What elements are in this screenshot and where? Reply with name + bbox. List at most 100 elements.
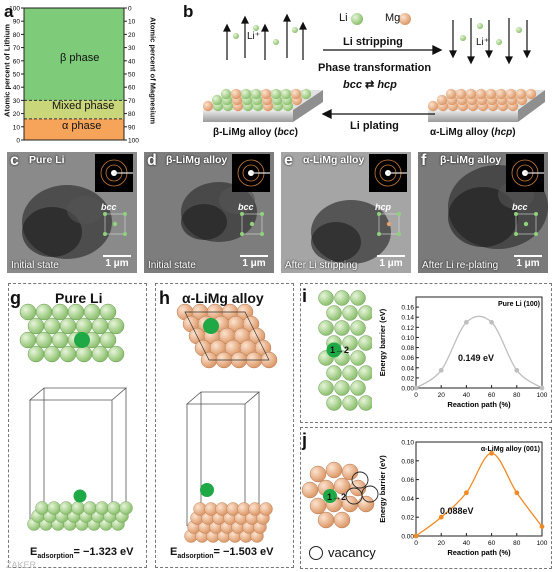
li-atom: [358, 365, 372, 381]
beta-phase-region: [24, 8, 124, 101]
li-atom: [358, 395, 372, 411]
cell-atom: [514, 232, 518, 236]
cell-atom: [103, 212, 107, 216]
li-atom: [350, 350, 366, 366]
x-tick-label: 20: [438, 540, 446, 547]
data-point: [539, 524, 545, 529]
li-atom: [75, 317, 93, 335]
cell-atom: [103, 232, 107, 236]
unit-cell: [378, 213, 400, 235]
legend-mg-atom: [399, 13, 411, 25]
cell-atom: [123, 232, 127, 236]
li-atom: [59, 317, 77, 335]
legend-label: α-LiMg alloy (001): [481, 446, 540, 453]
unit-cell: [515, 213, 537, 235]
h-adsorption-energy: Eadsorption= −1.503 eV: [170, 546, 273, 560]
li-atom: [358, 335, 372, 351]
right-slab-side: [518, 90, 545, 122]
right-tick-label: 50: [128, 72, 136, 79]
y-tick-label: 0.02: [401, 375, 414, 382]
free-li-atom: [477, 23, 483, 29]
adsorbed-li-atom: [203, 318, 219, 334]
panel-label-b: b: [183, 2, 194, 21]
free-li-atom: [292, 27, 298, 33]
adsorbed-li-atom: [200, 483, 214, 497]
panel-j-frame: [300, 427, 552, 569]
y-tick-label: 0.00: [401, 386, 414, 393]
mg-atom: [505, 88, 517, 100]
right-tick-label: 10: [128, 19, 136, 26]
li-slab-atom: [35, 501, 49, 515]
y-tick-label: 0.02: [401, 515, 414, 522]
axis-label-lithium: Atomic percent of Lithium: [2, 24, 12, 117]
x-tick-label: 100: [537, 392, 548, 399]
mg-atom: [260, 88, 272, 100]
right-tick-label: 100: [128, 138, 139, 145]
x-tick-label: 20: [438, 392, 446, 399]
li-atom: [250, 88, 262, 100]
li-atom: [318, 380, 334, 396]
free-li-atom: [496, 39, 502, 45]
x-tick-label: 60: [488, 540, 496, 547]
panel-label-g: g: [10, 288, 21, 308]
li-atom: [91, 345, 109, 363]
li-atom: [67, 303, 85, 321]
mg-slab-atom: [259, 502, 273, 516]
x-axis-label: Reaction path (%): [447, 548, 511, 557]
x-tick-label: 80: [513, 540, 521, 547]
energy-curve: [415, 452, 543, 537]
li-atom: [51, 331, 69, 349]
li-atom: [280, 88, 292, 100]
li-atom: [19, 303, 37, 321]
h-energy-subscript: adsorption: [177, 553, 214, 561]
li-atom: [350, 380, 366, 396]
data-point: [438, 514, 444, 520]
y-tick-label: 0.08: [401, 345, 414, 352]
down-arrows: [449, 18, 531, 65]
x-tick-label: 40: [463, 392, 471, 399]
li-atom: [51, 303, 69, 321]
cell-atom: [377, 212, 381, 216]
tem-phase-label: hcp: [375, 202, 392, 212]
li-atom: [99, 331, 117, 349]
axis-label-magnesium: Atomic percent of Magnesium: [148, 16, 158, 125]
unit-cell: [241, 213, 263, 235]
legend-li-label: Li: [339, 12, 348, 24]
free-li-atom: [253, 25, 259, 31]
mg-atom: [485, 88, 497, 100]
li-slab-atom: [47, 501, 61, 515]
tem-micrograph: [144, 152, 274, 273]
bcc-hcp-equilibrium: bcc ⇄ hcp: [343, 78, 397, 91]
right-tick-label: 30: [128, 45, 136, 52]
y-tick-label: 0.16: [401, 305, 414, 312]
phase-transformation-schematic: [202, 13, 545, 122]
free-li-atom: [233, 33, 239, 39]
cell-atom: [397, 212, 401, 216]
li-atom: [342, 305, 358, 321]
mg-atom: [301, 481, 319, 499]
cell-atom: [397, 232, 401, 236]
li-atom: [43, 345, 61, 363]
li-atom: [35, 303, 53, 321]
y-axis-label: Energy barrier (eV): [378, 455, 387, 523]
free-li-atom: [273, 39, 279, 45]
cell-atom: [534, 212, 538, 216]
cell-atom: [386, 221, 392, 227]
right-tick-label: 70: [128, 98, 136, 105]
j-path-label: 1→2: [327, 492, 347, 502]
li-atom: [107, 317, 125, 335]
data-point: [539, 385, 545, 391]
tem-phase-label: bcc: [512, 202, 528, 212]
scale-bar: 1 μm: [377, 255, 405, 269]
data-point: [489, 450, 494, 456]
panel-label-i: i: [302, 286, 308, 306]
x-axis-label: Reaction path (%): [447, 400, 511, 409]
legend-label: Pure Li (100): [498, 301, 540, 308]
vacancy-icon: [309, 546, 323, 560]
mixed-phase-region: [24, 100, 124, 119]
mg-atom: [525, 88, 537, 100]
cell-atom: [534, 232, 538, 236]
x-tick-label: 100: [537, 540, 548, 547]
mg-atom: [515, 88, 527, 100]
legend-mg-label: Mg: [385, 12, 401, 24]
